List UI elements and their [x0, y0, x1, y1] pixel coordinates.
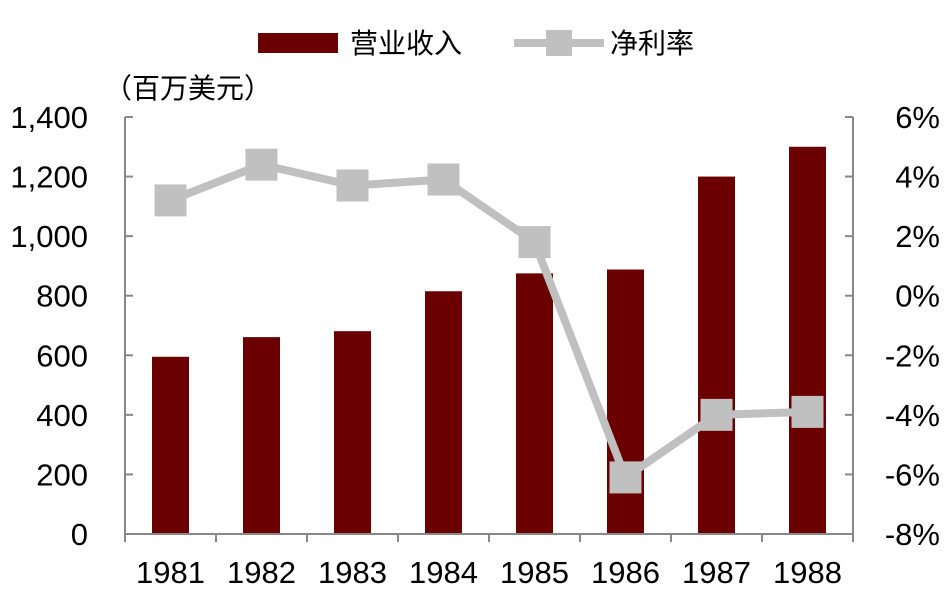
left-tick-label: 0: [71, 517, 88, 552]
x-tick-label: 1986: [591, 555, 660, 590]
net-margin-marker-1988: [791, 395, 824, 428]
axes: 0 200 400 600 800 1,000 1,200 1,400 -8% -6% -4% -2%…: [10, 100, 940, 590]
revenue-bar-1987: [698, 176, 735, 535]
right-tick-label: -8%: [885, 517, 940, 552]
net-margin-marker-1981: [154, 184, 187, 217]
net-margin-marker-1983: [336, 169, 369, 202]
left-tick-label: 400: [36, 398, 88, 433]
net-margin-marker-1987: [700, 398, 733, 431]
x-tick-label: 1984: [409, 555, 478, 590]
x-tick-label: 1981: [136, 555, 205, 590]
left-axis-unit-label: （百万美元）: [104, 72, 272, 105]
revenue-bar-1981: [152, 356, 189, 534]
legend-revenue-swatch: [258, 33, 338, 53]
left-tick-label: 600: [36, 338, 88, 373]
x-tick-label: 1982: [227, 555, 296, 590]
legend-net-margin-label: 净利率: [610, 27, 694, 60]
net-margin-marker-1984: [427, 163, 460, 196]
net-margin-marker-1982: [245, 148, 278, 181]
legend-revenue-label: 营业收入: [350, 27, 462, 60]
left-tick-label: 1,400: [10, 100, 88, 135]
net-margin-marker-1986: [609, 461, 642, 494]
x-tick-label: 1983: [318, 555, 387, 590]
left-tick-label: 800: [36, 279, 88, 314]
x-tick-label: 1987: [682, 555, 751, 590]
revenue-bar-1982: [243, 337, 280, 534]
revenue-bar-1988: [789, 146, 826, 535]
revenue-bar-1986: [607, 269, 644, 534]
revenue-bars: [152, 146, 826, 535]
x-tick-label: 1988: [773, 555, 842, 590]
right-tick-label: 0%: [895, 279, 940, 314]
net-margin-series: [154, 148, 824, 494]
revenue-bar-1983: [334, 331, 371, 534]
right-tick-label: -4%: [885, 398, 940, 433]
legend-net-margin-marker: [546, 30, 572, 56]
left-tick-label: 1,200: [10, 160, 88, 195]
left-tick-label: 1,000: [10, 219, 88, 254]
x-tick-label: 1985: [500, 555, 569, 590]
right-tick-label: 4%: [895, 160, 940, 195]
right-tick-label: 6%: [895, 100, 940, 135]
right-tick-label: -6%: [885, 457, 940, 492]
left-tick-label: 200: [36, 457, 88, 492]
right-tick-label: -2%: [885, 338, 940, 373]
net-margin-marker-1985: [518, 226, 551, 259]
legend: 营业收入 净利率: [258, 27, 694, 60]
revenue-bar-1984: [425, 291, 462, 534]
revenue-bar-1985: [516, 273, 553, 534]
right-tick-label: 2%: [895, 219, 940, 254]
